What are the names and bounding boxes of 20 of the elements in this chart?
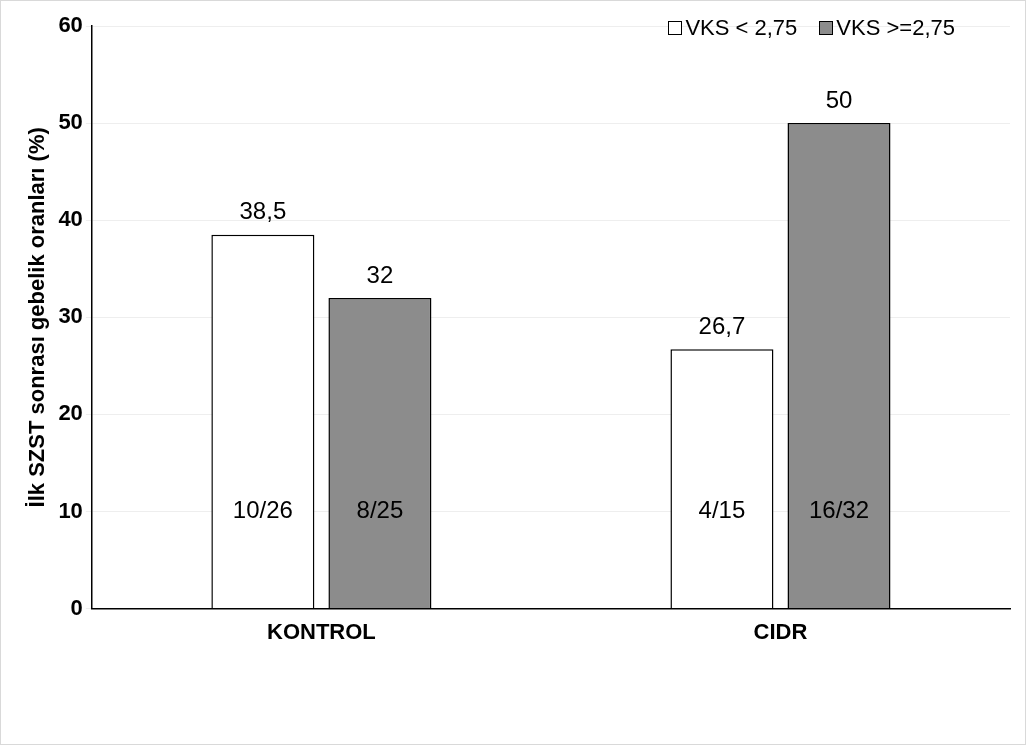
legend-label: VKS >=2,75	[836, 15, 955, 41]
annotation: 8/25	[356, 496, 404, 524]
annotation: 10/26	[232, 496, 293, 524]
y-tick-label: 10	[58, 497, 83, 523]
annotation: 4/15	[698, 496, 746, 524]
y-tick-label: 30	[58, 303, 83, 329]
annotation: 16/32	[808, 496, 870, 524]
data-label: 50	[825, 85, 853, 113]
legend-label: VKS < 2,75	[685, 15, 798, 41]
data-label: 38,5	[239, 197, 287, 225]
x-tick-label: KONTROL	[267, 618, 376, 644]
y-tick-label: 20	[58, 400, 83, 426]
data-label: 26,7	[698, 311, 746, 339]
y-tick-label: 40	[58, 206, 83, 232]
y-axis-title: İlk SZST sonrası gebelik oranları (%)	[24, 127, 50, 508]
x-tick-label: CIDR	[753, 618, 808, 644]
y-tick-label: 0	[70, 594, 83, 620]
data-label: 32	[366, 260, 394, 288]
y-tick-label: 60	[58, 12, 83, 38]
y-tick-label: 50	[58, 109, 83, 135]
